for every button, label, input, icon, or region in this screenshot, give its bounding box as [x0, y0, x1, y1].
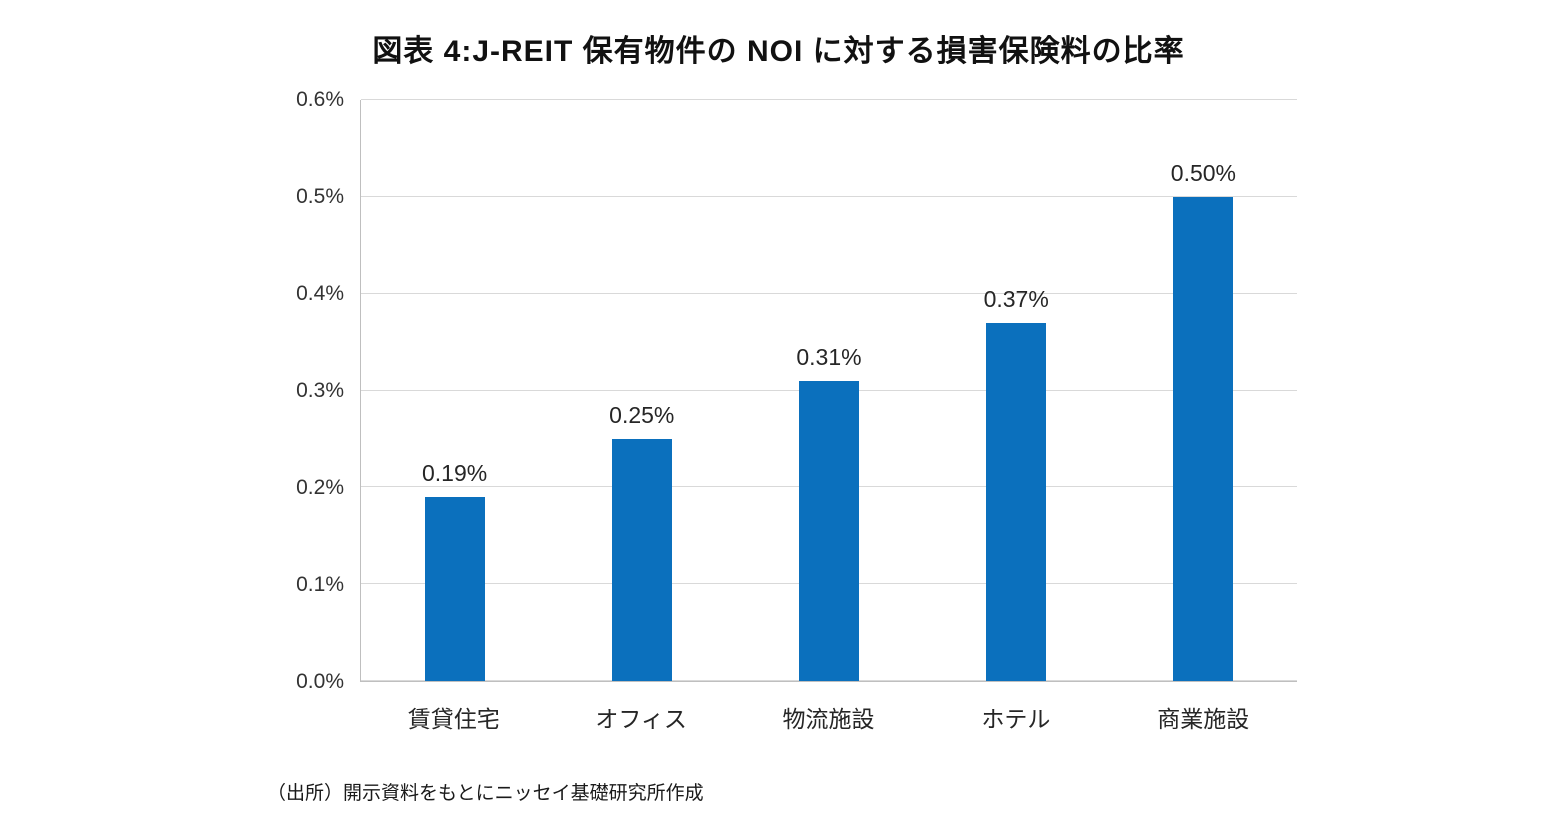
bar-slot: 0.19% — [361, 100, 548, 681]
plot-area: 0.19% 0.25% 0.31% 0.37% 0.50% — [360, 99, 1297, 682]
gridline — [361, 195, 1297, 197]
bar-value-label: 0.50% — [1170, 159, 1236, 186]
y-tick-label: 0.5% — [296, 185, 344, 208]
x-tick-label: 商業施設 — [1157, 706, 1250, 732]
x-tick-label: ホテル — [981, 706, 1051, 732]
y-tick-label: 0.6% — [296, 88, 344, 111]
y-tick-label: 0.4% — [296, 282, 344, 305]
bar-slot: 0.50% — [1110, 100, 1297, 681]
bar-物流施設: 0.31% — [796, 344, 862, 681]
bar-value-label: 0.37% — [983, 285, 1049, 312]
bar-賃貸住宅: 0.19% — [422, 460, 487, 681]
x-tick-label: 物流施設 — [782, 706, 875, 732]
x-axis: 賃貸住宅 オフィス 物流施設 ホテル 商業施設 — [360, 700, 1297, 734]
bar-オフィス: 0.25% — [609, 402, 674, 681]
x-tick-label: オフィス — [595, 706, 687, 732]
bar-value-label: 0.19% — [421, 460, 488, 487]
y-tick-label: 0.2% — [296, 476, 344, 499]
y-tick-label: 0.1% — [296, 573, 344, 596]
bar-ホテル: 0.37% — [984, 286, 1049, 681]
bar-value-label: 0.25% — [609, 401, 675, 428]
bar-slot: 0.31% — [735, 100, 922, 681]
x-tick-label: 賃貸住宅 — [407, 706, 500, 732]
bar-slot: 0.25% — [548, 100, 735, 681]
bar-value-label: 0.31% — [796, 343, 862, 370]
chart-title: 図表 4:J-REIT 保有物件の NOI に対する損害保険料の比率 — [372, 35, 1185, 68]
y-tick-label: 0.3% — [296, 379, 344, 402]
y-tick-label: 0.0% — [296, 670, 344, 693]
source-note: （出所）開示資料をもとにニッセイ基礎研究所作成 — [267, 783, 704, 804]
bar-slot: 0.37% — [923, 100, 1110, 681]
gridline — [361, 292, 1297, 294]
bar-商業施設: 0.50% — [1171, 160, 1236, 681]
y-axis: 0.0% 0.1% 0.2% 0.3% 0.4% 0.5% 0.6% — [0, 88, 350, 693]
gridline — [361, 99, 1297, 100]
